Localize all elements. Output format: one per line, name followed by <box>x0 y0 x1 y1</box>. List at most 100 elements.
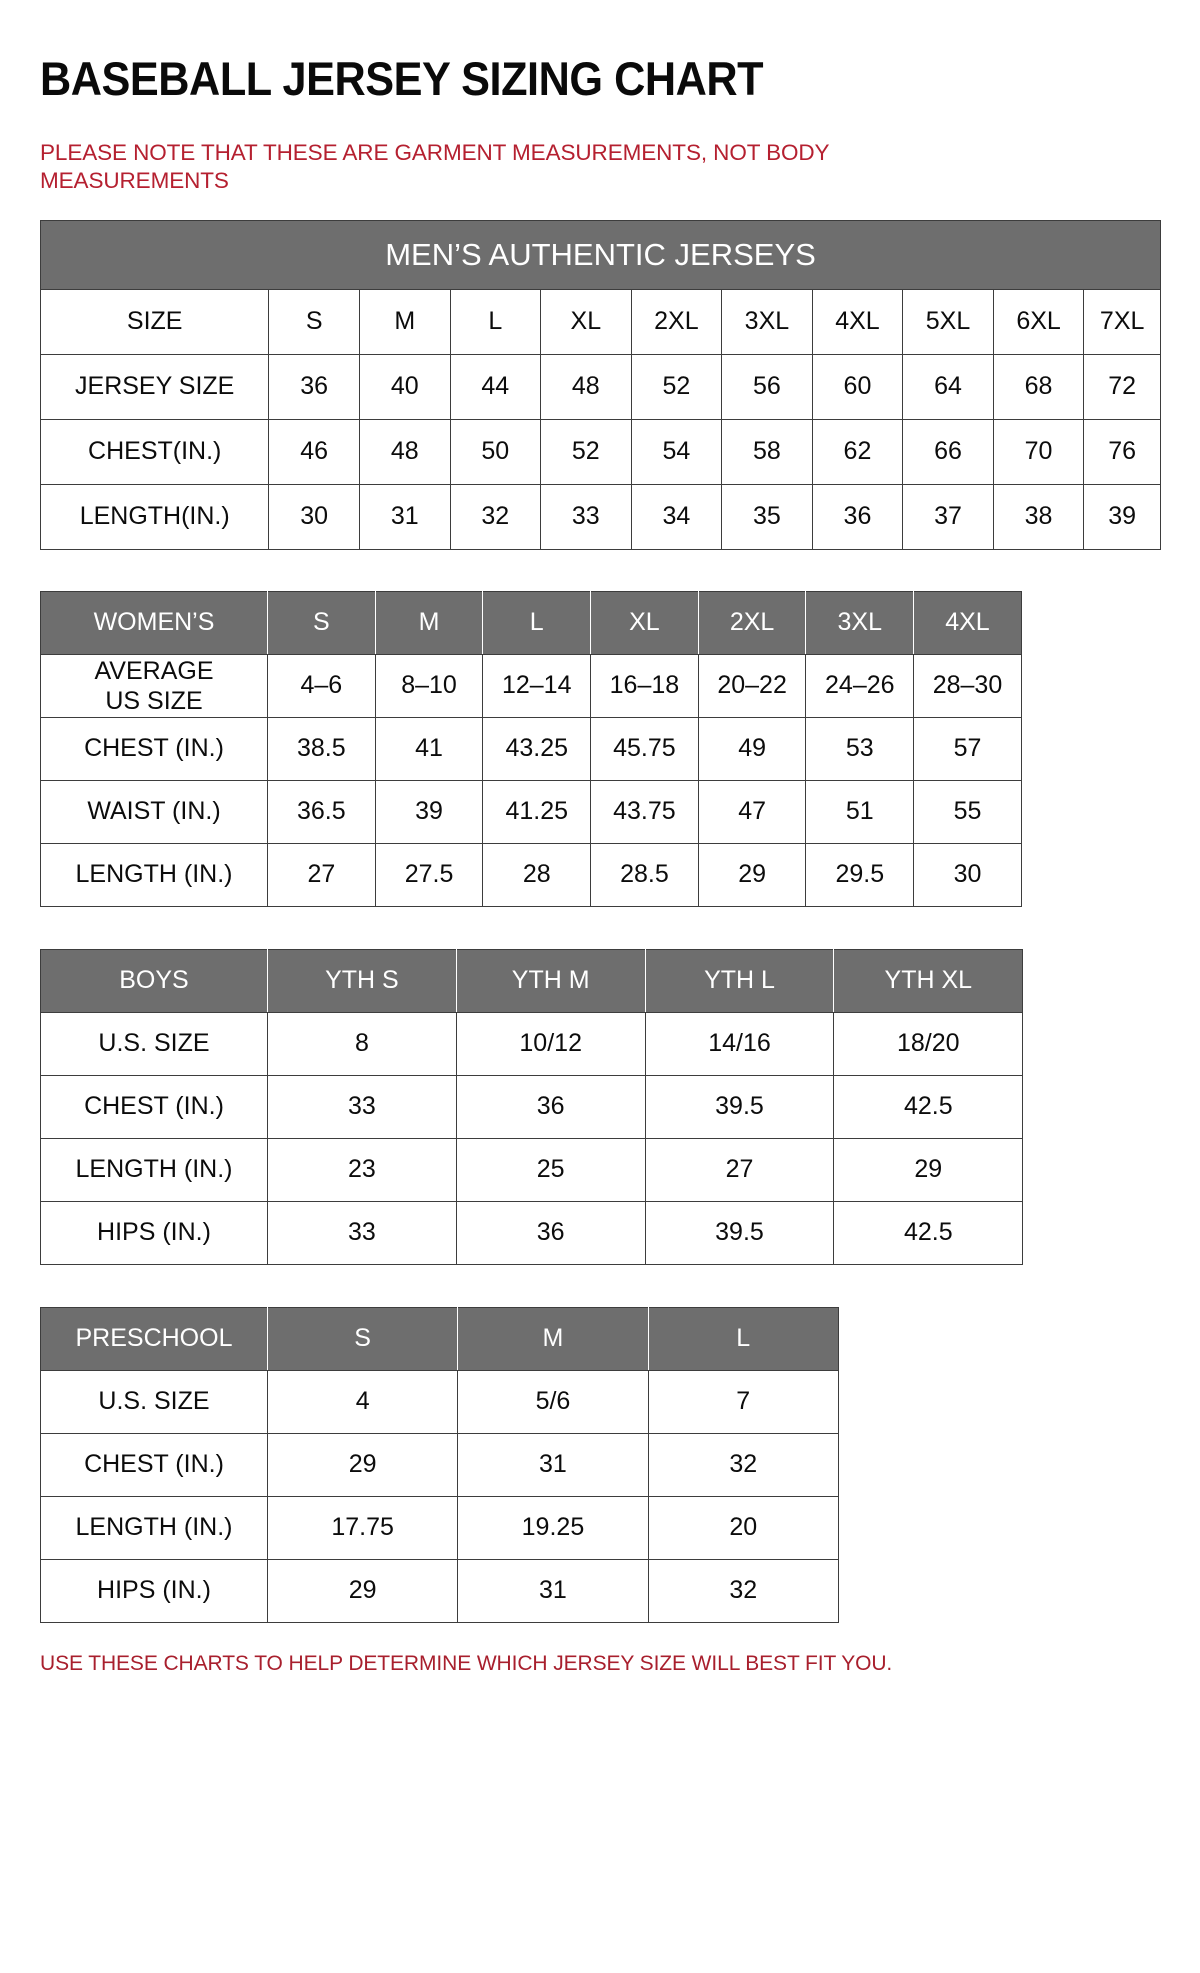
table-cell: 27.5 <box>374 842 484 907</box>
table-cell: 56 <box>721 353 813 420</box>
mens-col-header-7xl: 7XL <box>1083 288 1161 355</box>
table-cell: 41.25 <box>482 779 592 844</box>
table-cell: 38.5 <box>267 716 376 781</box>
table-cell: 54 <box>630 418 723 485</box>
garment-measurement-note: PLEASE NOTE THAT THESE ARE GARMENT MEASU… <box>40 139 830 193</box>
table-cell: 18/20 <box>833 1011 1024 1076</box>
boys-col-header-boys: BOYS <box>40 949 268 1013</box>
table-cell: 76 <box>1083 418 1161 485</box>
table-cell: 42.5 <box>833 1200 1024 1265</box>
table-cell: 20 <box>647 1495 839 1560</box>
row-label: CHEST (IN.) <box>40 1432 268 1497</box>
preschool-col-header-m: M <box>457 1307 649 1371</box>
table-cell: 41 <box>374 716 484 781</box>
table-cell: 64 <box>902 353 994 420</box>
table-cell: 12–14 <box>482 653 592 718</box>
table-cell: 66 <box>902 418 994 485</box>
boys-col-header-yth-l: YTH L <box>645 949 835 1013</box>
table-cell: 8 <box>267 1011 457 1076</box>
preschool-col-header-s: S <box>267 1307 459 1371</box>
table-cell: 25 <box>455 1137 646 1202</box>
table-cell: 39 <box>1083 483 1161 550</box>
table-cell: 43.75 <box>590 779 699 844</box>
table-cell: 29 <box>266 1558 459 1623</box>
table-cell: 32 <box>647 1558 839 1623</box>
table-row: CHEST (IN.) 33 36 39.5 42.5 <box>40 1074 1024 1139</box>
table-cell: 36.5 <box>267 779 376 844</box>
table-cell: 4–6 <box>267 653 376 718</box>
table-cell: 30 <box>913 842 1022 907</box>
table-cell: 72 <box>1083 353 1161 420</box>
table-cell: 43.25 <box>482 716 592 781</box>
row-label: U.S. SIZE <box>40 1369 268 1434</box>
row-label: LENGTH (IN.) <box>40 842 268 907</box>
table-cell: 31 <box>457 1558 649 1623</box>
row-label: CHEST (IN.) <box>40 1074 268 1139</box>
mens-col-header-6xl: 6XL <box>992 288 1085 355</box>
table-cell: 44 <box>449 353 542 420</box>
table-cell: 29 <box>697 842 807 907</box>
womens-sizing-table: WOMEN’S S M L XL 2XL 3XL 4XL AVERAGE US … <box>40 590 1022 907</box>
table-cell: 30 <box>268 483 360 550</box>
table-cell: 39 <box>374 779 484 844</box>
table-cell: 32 <box>449 483 542 550</box>
table-row: U.S. SIZE 8 10/12 14/16 18/20 <box>40 1011 1024 1076</box>
boys-col-header-yth-m: YTH M <box>456 949 646 1013</box>
table-cell: 60 <box>811 353 904 420</box>
mens-col-header-l: L <box>449 288 542 355</box>
womens-col-header-s: S <box>267 591 376 655</box>
row-label: HIPS (IN.) <box>40 1200 268 1265</box>
preschool-header-row: PRESCHOOL S M L <box>40 1307 839 1371</box>
row-label: LENGTH(IN.) <box>39 483 270 550</box>
table-cell: 23 <box>267 1137 457 1202</box>
womens-col-header-m: M <box>375 591 484 655</box>
mens-col-header-3xl: 3XL <box>721 288 813 355</box>
mens-col-header-s: S <box>268 288 360 355</box>
table-cell: 38 <box>992 483 1085 550</box>
row-label-line1: AVERAGE <box>94 656 214 685</box>
table-cell: 39.5 <box>644 1074 835 1139</box>
table-cell: 14/16 <box>644 1011 835 1076</box>
row-label-line2: US SIZE <box>105 686 203 715</box>
sizing-chart-page: BASEBALL JERSEY SIZING CHART PLEASE NOTE… <box>0 31 1200 1676</box>
row-label: AVERAGE US SIZE <box>40 653 268 718</box>
table-row: WAIST (IN.) 36.5 39 41.25 43.75 47 51 55 <box>40 779 1022 844</box>
table-cell: 53 <box>805 716 915 781</box>
womens-header-row: WOMEN’S S M L XL 2XL 3XL 4XL <box>40 591 1022 655</box>
table-cell: 34 <box>630 483 723 550</box>
mens-col-header-m: M <box>358 288 451 355</box>
table-cell: 47 <box>697 779 807 844</box>
row-label: CHEST (IN.) <box>40 716 268 781</box>
table-cell: 45.75 <box>590 716 699 781</box>
table-row: LENGTH(IN.) 30 31 32 33 34 35 36 37 38 3… <box>39 483 1161 550</box>
table-cell: 68 <box>992 353 1085 420</box>
womens-col-header-l: L <box>482 591 592 655</box>
table-row: CHEST (IN.) 29 31 32 <box>40 1432 839 1497</box>
womens-col-header-3xl: 3XL <box>805 591 915 655</box>
table-row: HIPS (IN.) 33 36 39.5 42.5 <box>40 1200 1024 1265</box>
table-cell: 55 <box>913 779 1022 844</box>
mens-col-header-2xl: 2XL <box>630 288 723 355</box>
womens-col-header-xl: XL <box>590 591 699 655</box>
mens-banner-label: MEN’S AUTHENTIC JERSEYS <box>40 220 1161 290</box>
row-label: HIPS (IN.) <box>40 1558 268 1623</box>
table-cell: 31 <box>457 1432 649 1497</box>
table-cell: 48 <box>540 353 632 420</box>
footer-note: USE THESE CHARTS TO HELP DETERMINE WHICH… <box>40 1651 893 1675</box>
table-cell: 70 <box>992 418 1085 485</box>
table-cell: 35 <box>721 483 813 550</box>
table-cell: 52 <box>630 353 723 420</box>
table-cell: 27 <box>267 842 376 907</box>
table-row: CHEST (IN.) 38.5 41 43.25 45.75 49 53 57 <box>40 716 1022 781</box>
table-row: LENGTH (IN.) 17.75 19.25 20 <box>40 1495 839 1560</box>
mens-header-row: SIZE S M L XL 2XL 3XL 4XL 5XL 6XL 7XL <box>39 288 1161 355</box>
table-cell: 49 <box>697 716 807 781</box>
table-row: HIPS (IN.) 29 31 32 <box>40 1558 839 1623</box>
womens-col-header-womens: WOMEN’S <box>40 591 268 655</box>
table-cell: 19.25 <box>457 1495 649 1560</box>
table-cell: 20–22 <box>697 653 807 718</box>
row-label: U.S. SIZE <box>40 1011 268 1076</box>
table-cell: 17.75 <box>266 1495 459 1560</box>
table-cell: 5/6 <box>457 1369 649 1434</box>
table-cell: 28 <box>482 842 592 907</box>
